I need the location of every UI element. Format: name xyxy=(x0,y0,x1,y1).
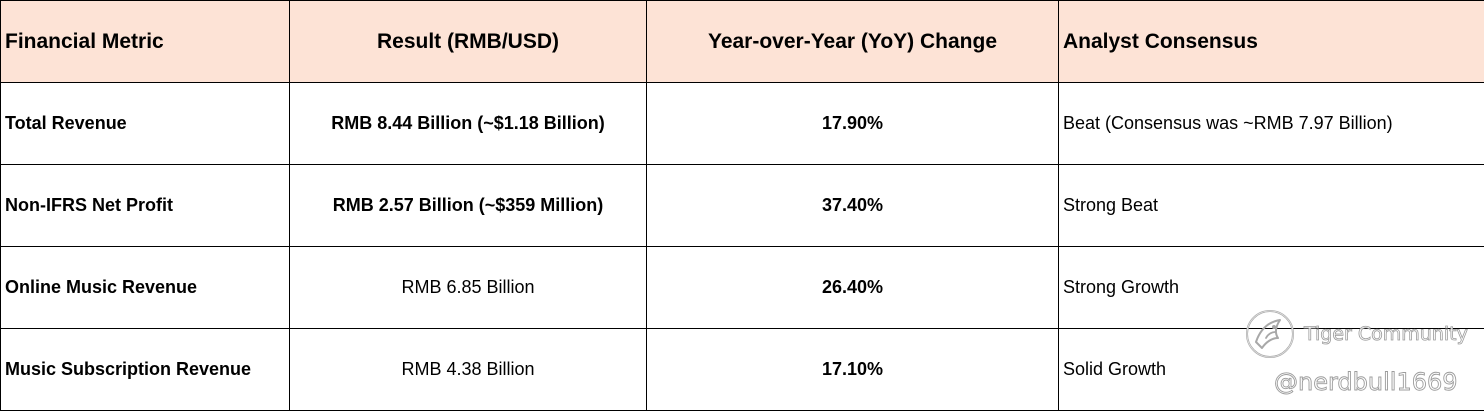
consensus-cell: Solid Growth xyxy=(1058,328,1484,411)
consensus-cell: Beat (Consensus was ~RMB 7.97 Billion) xyxy=(1058,82,1484,165)
result-cell: RMB 6.85 Billion xyxy=(289,246,647,329)
yoy-cell: 17.90% xyxy=(646,82,1059,165)
header-result: Result (RMB/USD) xyxy=(289,0,647,83)
table-row: Non-IFRS Net Profit RMB 2.57 Billion (~$… xyxy=(0,164,1484,247)
metric-cell: Music Subscription Revenue xyxy=(0,328,290,411)
yoy-cell: 37.40% xyxy=(646,164,1059,247)
metric-cell: Total Revenue xyxy=(0,82,290,165)
yoy-cell: 26.40% xyxy=(646,246,1059,329)
metric-cell: Non-IFRS Net Profit xyxy=(0,164,290,247)
result-cell: RMB 4.38 Billion xyxy=(289,328,647,411)
table-row: Total Revenue RMB 8.44 Billion (~$1.18 B… xyxy=(0,82,1484,165)
result-cell: RMB 8.44 Billion (~$1.18 Billion) xyxy=(289,82,647,165)
table-row: Online Music Revenue RMB 6.85 Billion 26… xyxy=(0,246,1484,329)
consensus-cell: Strong Beat xyxy=(1058,164,1484,247)
metric-cell: Online Music Revenue xyxy=(0,246,290,329)
header-yoy-change: Year-over-Year (YoY) Change xyxy=(646,0,1059,83)
header-financial-metric: Financial Metric xyxy=(0,0,290,83)
header-analyst-consensus: Analyst Consensus xyxy=(1058,0,1484,83)
result-cell: RMB 2.57 Billion (~$359 Million) xyxy=(289,164,647,247)
consensus-cell: Strong Growth xyxy=(1058,246,1484,329)
table-header-row: Financial Metric Result (RMB/USD) Year-o… xyxy=(0,0,1484,83)
table-row: Music Subscription Revenue RMB 4.38 Bill… xyxy=(0,328,1484,411)
yoy-cell: 17.10% xyxy=(646,328,1059,411)
